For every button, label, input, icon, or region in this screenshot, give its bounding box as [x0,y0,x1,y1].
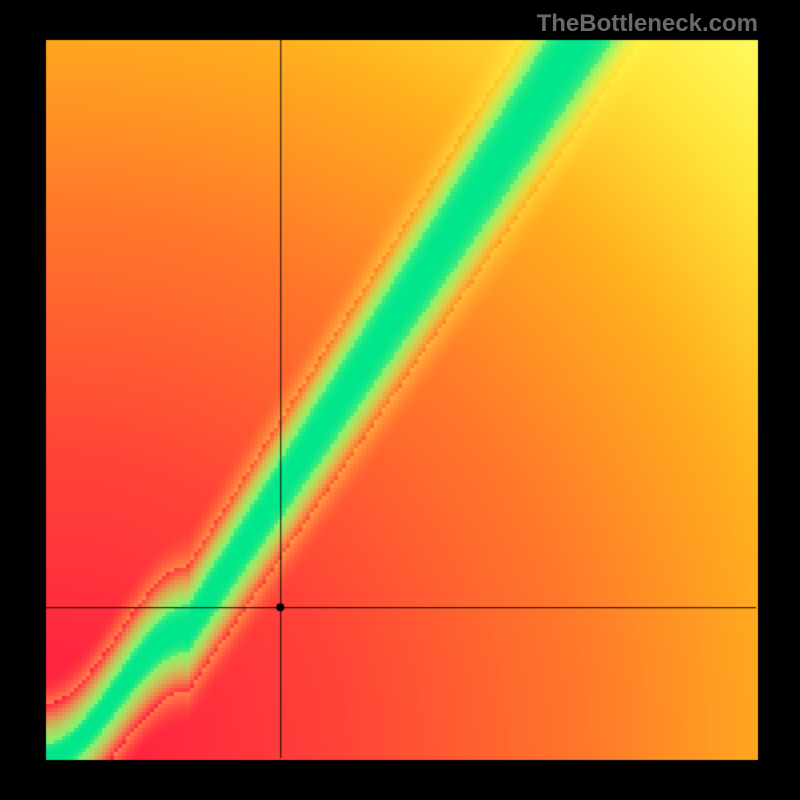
chart-frame: TheBottleneck.com [0,0,800,800]
bottleneck-heatmap [0,0,800,800]
watermark-label: TheBottleneck.com [537,10,758,38]
